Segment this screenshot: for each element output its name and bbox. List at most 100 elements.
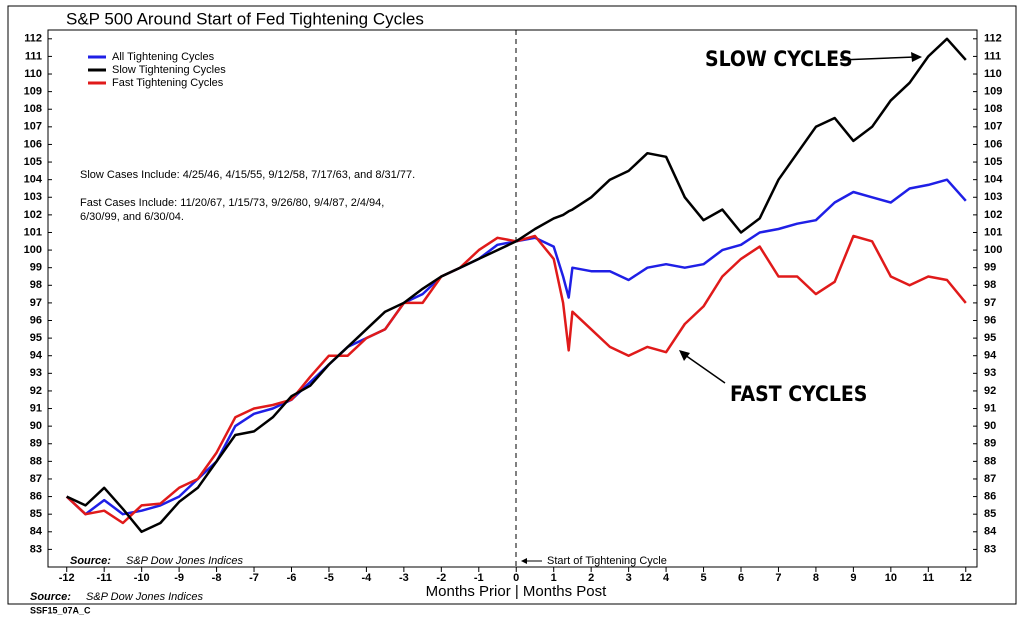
y-tick-label: 93 <box>30 367 42 379</box>
legend-label: Slow Tightening Cycles <box>112 64 226 76</box>
x-tick-label: -6 <box>287 572 297 584</box>
source-label: Source: <box>70 555 111 567</box>
series-line <box>65 234 967 525</box>
y-tick-label: 102 <box>24 209 42 221</box>
y-tick-label: 91 <box>984 402 996 414</box>
y-tick-label: 96 <box>984 314 996 326</box>
x-tick-label: 7 <box>775 572 781 584</box>
y-tick-label: 100 <box>24 244 42 256</box>
y-tick-label: 105 <box>984 156 1002 168</box>
y-tick-label: 94 <box>30 350 43 362</box>
y-tick-label: 109 <box>984 86 1002 98</box>
y-tick-label: 90 <box>30 420 42 432</box>
x-tick-label: -5 <box>324 572 334 584</box>
y-tick-label: 102 <box>984 209 1002 221</box>
y-tick-label: 111 <box>25 50 42 62</box>
y-tick-label: 106 <box>984 138 1002 150</box>
y-tick-label: 98 <box>984 279 996 291</box>
y-tick-label: 87 <box>30 473 42 485</box>
x-tick-label: -1 <box>474 572 484 584</box>
y-tick-label: 83 <box>984 543 996 555</box>
y-tick-label: 109 <box>24 86 42 98</box>
y-tick-label: 108 <box>24 103 42 115</box>
y-tick-label: 88 <box>30 455 42 467</box>
x-tick-label: -3 <box>399 572 409 584</box>
x-tick-label: 11 <box>922 572 934 584</box>
arrowhead <box>521 558 527 564</box>
outer-frame <box>7 5 1017 605</box>
chart-title: S&P 500 Around Start of Fed Tightening C… <box>66 9 424 28</box>
x-tick-label: -7 <box>249 572 259 584</box>
x-tick-label: 3 <box>626 572 632 584</box>
series-line <box>66 37 967 534</box>
y-tick-label: 99 <box>30 262 42 274</box>
fast-label: FAST CYCLES <box>730 382 867 406</box>
x-tick-label: -2 <box>436 572 446 584</box>
x-tick-label: 9 <box>850 572 856 584</box>
y-tick-label: 99 <box>984 262 996 274</box>
y-tick-label: 90 <box>984 420 996 432</box>
y-tick-label: 85 <box>30 508 42 520</box>
y-tick-label: 84 <box>984 526 997 538</box>
y-tick-label: 97 <box>984 297 996 309</box>
x-tick-label: -11 <box>97 572 112 584</box>
y-tick-label: 105 <box>24 156 42 168</box>
x-tick-label: 1 <box>551 572 557 584</box>
y-tick-label: 83 <box>30 543 42 555</box>
y-tick-label: 101 <box>984 226 1002 238</box>
x-tick-label: -8 <box>212 572 222 584</box>
y-tick-label: 108 <box>984 103 1002 115</box>
x-tick-label: -12 <box>59 572 75 584</box>
y-tick-label: 107 <box>984 121 1002 133</box>
legend-label: All Tightening Cycles <box>112 51 215 63</box>
x-axis-label: Months Prior | Months Post <box>426 583 607 600</box>
x-tick-label: 5 <box>700 572 706 584</box>
arrowhead <box>679 350 690 361</box>
y-tick-label: 97 <box>30 297 42 309</box>
source: S&P Dow Jones Indices <box>126 555 243 567</box>
x-tick-label: 10 <box>885 572 897 584</box>
x-tick-label: -10 <box>134 572 150 584</box>
y-tick-label: 100 <box>984 244 1002 256</box>
note: Slow Cases Include: 4/25/46, 4/15/55, 9/… <box>80 169 415 181</box>
y-tick-label: 104 <box>24 174 43 186</box>
x-tick-label: 4 <box>663 572 670 584</box>
note: 6/30/99, and 6/30/04. <box>80 211 184 223</box>
y-tick-label: 101 <box>24 226 42 238</box>
arrowhead <box>911 52 922 62</box>
y-tick-label: 110 <box>984 68 1002 80</box>
source: S&P Dow Jones Indices <box>86 591 203 603</box>
y-tick-label: 104 <box>984 174 1003 186</box>
y-tick-label: 94 <box>984 350 997 362</box>
y-tick-label: 86 <box>30 490 42 502</box>
y-tick-label: 93 <box>984 367 996 379</box>
y-tick-label: 84 <box>30 526 43 538</box>
y-tick-label: 98 <box>30 279 42 291</box>
y-tick-label: 89 <box>30 438 42 450</box>
y-tick-label: 91 <box>30 402 42 414</box>
y-tick-label: 87 <box>984 473 996 485</box>
footer: SSF15_07A_C <box>30 605 91 615</box>
y-tick-label: 111 <box>984 50 1001 62</box>
y-tick-label: 88 <box>984 455 996 467</box>
source-label: Source: <box>30 591 71 603</box>
note: Fast Cases Include: 11/20/67, 1/15/73, 9… <box>80 197 384 209</box>
arrow <box>684 354 726 384</box>
y-tick-label: 107 <box>24 121 42 133</box>
y-tick-label: 92 <box>30 385 42 397</box>
y-tick-label: 96 <box>30 314 42 326</box>
x-tick-label: -9 <box>174 572 184 584</box>
y-tick-label: 92 <box>984 385 996 397</box>
y-tick-label: 103 <box>984 191 1002 203</box>
arrow <box>839 56 916 61</box>
start-label: Start of Tightening Cycle <box>547 555 667 567</box>
y-tick-label: 89 <box>984 438 996 450</box>
y-tick-label: 85 <box>984 508 996 520</box>
x-tick-label: 2 <box>588 572 594 584</box>
x-tick-label: -4 <box>362 572 373 584</box>
y-tick-label: 95 <box>984 332 996 344</box>
x-tick-label: 12 <box>960 572 972 584</box>
y-tick-label: 86 <box>984 490 996 502</box>
plot-frame <box>47 29 978 568</box>
